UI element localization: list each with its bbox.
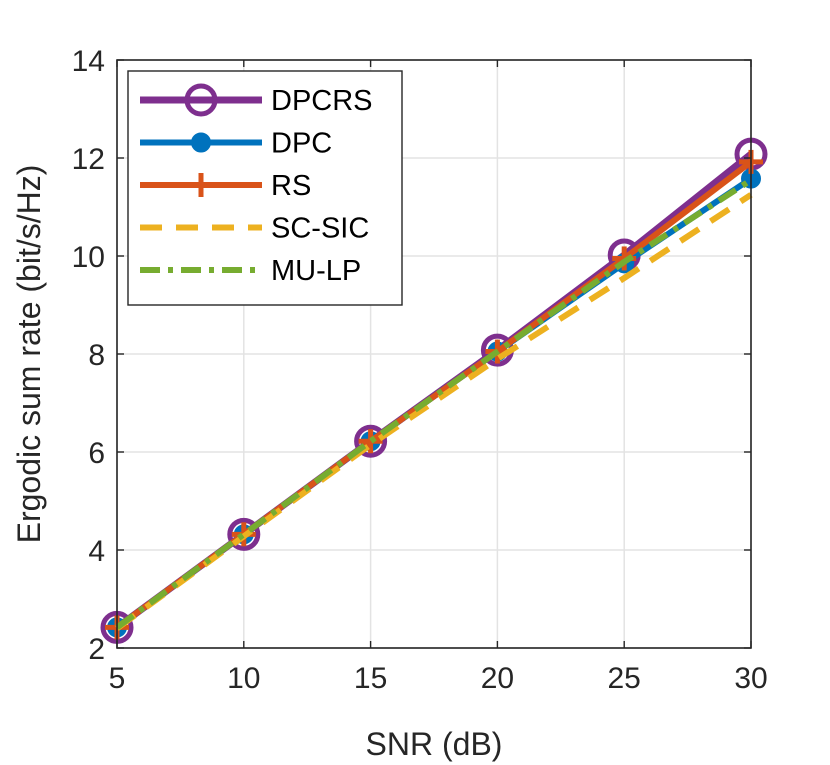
legend-item-dpcrs: DPCRS bbox=[140, 83, 373, 117]
legend-item-sc-sic: SC-SIC bbox=[140, 213, 369, 245]
x-tick-label: 10 bbox=[227, 662, 260, 695]
legend-marker-rs bbox=[189, 173, 213, 197]
legend-label-mu-lp: MU-LP bbox=[271, 255, 361, 287]
y-tick-label: 4 bbox=[88, 535, 105, 568]
x-tick-label: 20 bbox=[481, 662, 514, 695]
series-mu-lp bbox=[115, 177, 753, 630]
legend-item-dpc: DPC bbox=[140, 128, 332, 160]
y-tick-label: 12 bbox=[72, 143, 105, 176]
data-point-rs bbox=[358, 429, 383, 454]
data-point-dpcrs bbox=[354, 424, 388, 458]
x-axis-title: SNR (dB) bbox=[366, 726, 503, 762]
y-tick-label: 2 bbox=[88, 633, 105, 666]
legend-label-dpcrs: DPCRS bbox=[271, 85, 373, 117]
x-tick-label: 30 bbox=[734, 662, 767, 695]
ticks: 5 10 15 20 25 30 2 4 6 8 10 12 14 bbox=[72, 45, 768, 695]
legend-label-sc-sic: SC-SIC bbox=[271, 213, 369, 245]
x-tick-label: 15 bbox=[354, 662, 387, 695]
data-point-dpcrs bbox=[227, 517, 261, 551]
series-layer bbox=[100, 137, 768, 644]
y-axis-title: Ergodic sum rate (bit/s/Hz) bbox=[11, 165, 47, 544]
y-tick-label: 6 bbox=[88, 437, 105, 470]
y-tick-label: 8 bbox=[88, 339, 105, 372]
legend-label-dpc: DPC bbox=[271, 128, 332, 160]
x-tick-label: 5 bbox=[109, 662, 126, 695]
legend-item-mu-lp: MU-LP bbox=[140, 255, 361, 287]
legend-item-rs: RS bbox=[140, 170, 311, 202]
legend-marker-dpc bbox=[191, 132, 211, 153]
x-tick-label: 25 bbox=[608, 662, 641, 695]
legend-marker-dpcrs bbox=[184, 83, 218, 117]
y-tick-label: 10 bbox=[72, 241, 105, 274]
legend-label-rs: RS bbox=[271, 170, 311, 202]
y-tick-label: 14 bbox=[72, 45, 105, 78]
series-line-mu-lp bbox=[115, 177, 753, 630]
